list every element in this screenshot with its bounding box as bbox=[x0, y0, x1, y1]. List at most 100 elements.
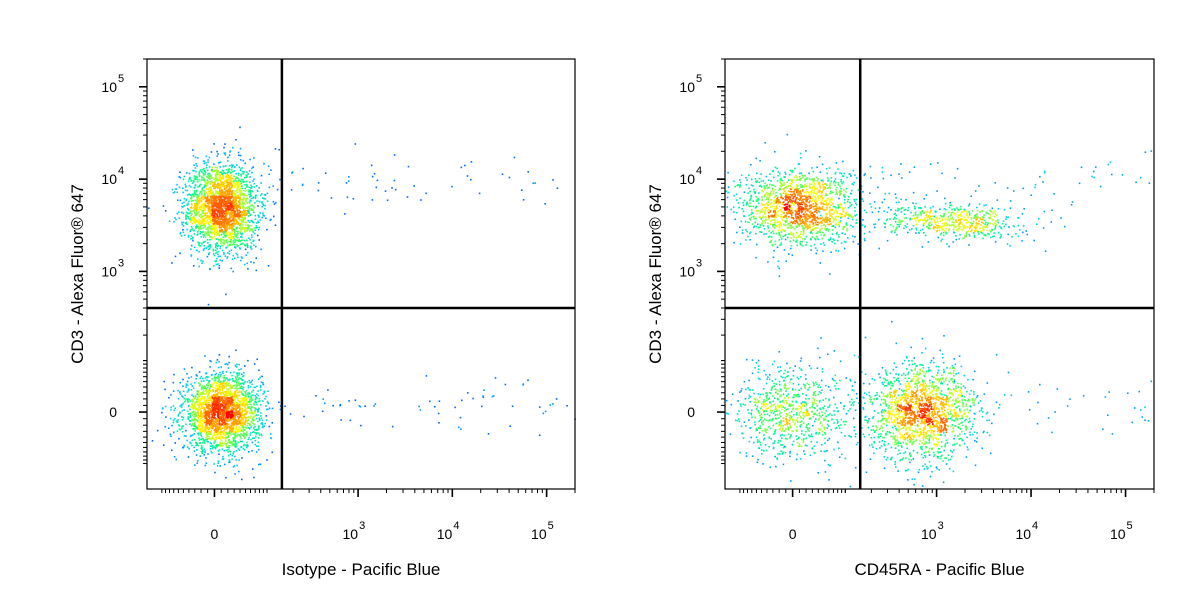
event-dot bbox=[252, 422, 254, 424]
event-dot bbox=[235, 213, 237, 216]
event-dot bbox=[250, 245, 252, 248]
event-dot bbox=[222, 455, 224, 458]
event-dot bbox=[241, 422, 244, 425]
event-dot bbox=[235, 205, 238, 208]
event-dot bbox=[227, 184, 229, 187]
event-dot bbox=[256, 226, 259, 229]
event-dot bbox=[204, 223, 206, 225]
event-dot bbox=[205, 228, 208, 230]
event-dot bbox=[232, 380, 234, 382]
event-dot bbox=[245, 392, 247, 395]
event-dot bbox=[211, 211, 214, 214]
event-dot bbox=[261, 193, 263, 195]
event-dot bbox=[211, 423, 214, 426]
event-dot bbox=[270, 437, 273, 440]
event-dot bbox=[242, 426, 245, 428]
event-dot bbox=[221, 442, 223, 445]
event-dot bbox=[199, 403, 201, 406]
event-dot bbox=[226, 431, 228, 434]
event-dot bbox=[239, 423, 242, 425]
event-dot bbox=[227, 218, 230, 221]
event-dot bbox=[220, 404, 223, 407]
event-dot bbox=[217, 386, 219, 389]
event-dot bbox=[241, 402, 244, 404]
event-dot bbox=[201, 419, 204, 422]
event-dot bbox=[284, 405, 286, 408]
event-dot bbox=[238, 394, 241, 397]
event-dot bbox=[260, 412, 262, 414]
event-dot bbox=[213, 417, 216, 419]
event-dot bbox=[190, 219, 192, 221]
event-dot bbox=[205, 155, 208, 158]
event-dot bbox=[216, 359, 219, 361]
event-dot bbox=[239, 183, 241, 185]
event-dot bbox=[232, 400, 235, 403]
event-dot bbox=[239, 386, 242, 388]
event-dot bbox=[201, 211, 204, 213]
event-dot bbox=[371, 199, 374, 201]
event-dot bbox=[245, 209, 247, 212]
event-dot bbox=[259, 463, 262, 465]
event-dot bbox=[190, 203, 193, 205]
event-dot bbox=[209, 209, 212, 211]
event-dot bbox=[222, 458, 225, 460]
event-dot bbox=[187, 217, 190, 220]
event-dot bbox=[228, 432, 230, 435]
event-dot bbox=[238, 227, 241, 229]
event-dot bbox=[229, 195, 232, 198]
event-dot bbox=[211, 227, 214, 230]
event-dot bbox=[199, 404, 201, 407]
event-dot bbox=[233, 210, 236, 212]
event-dot bbox=[209, 433, 212, 436]
event-dot bbox=[228, 407, 230, 409]
event-dot bbox=[238, 193, 241, 195]
event-dot bbox=[209, 236, 211, 238]
event-dot bbox=[147, 207, 150, 209]
event-dot bbox=[242, 189, 245, 192]
event-dot bbox=[229, 387, 232, 389]
event-dot bbox=[216, 423, 219, 426]
event-dot bbox=[225, 363, 227, 365]
event-dot bbox=[206, 433, 209, 436]
event-dot bbox=[252, 209, 255, 212]
event-dot bbox=[162, 205, 165, 207]
event-dot bbox=[208, 175, 210, 177]
event-dot bbox=[204, 396, 206, 398]
event-dot bbox=[237, 151, 240, 154]
event-dot bbox=[205, 401, 208, 403]
event-dot bbox=[165, 416, 167, 418]
event-dot bbox=[229, 179, 232, 182]
event-dot bbox=[222, 226, 225, 228]
event-dot bbox=[193, 230, 195, 232]
event-dot bbox=[230, 213, 233, 216]
event-dot bbox=[247, 395, 250, 397]
event-dot bbox=[207, 390, 209, 393]
event-dot bbox=[206, 419, 209, 422]
event-dot bbox=[261, 423, 263, 425]
event-dot bbox=[188, 377, 190, 379]
event-dot bbox=[209, 419, 212, 422]
event-dot bbox=[246, 262, 248, 265]
event-dot bbox=[208, 234, 210, 237]
event-dot bbox=[218, 222, 220, 225]
event-dot bbox=[200, 213, 202, 216]
event-dot bbox=[227, 181, 229, 184]
event-dot bbox=[198, 208, 201, 210]
event-dot bbox=[224, 172, 227, 174]
event-dot bbox=[190, 210, 192, 213]
event-dot bbox=[254, 429, 256, 431]
event-dot bbox=[196, 398, 198, 401]
event-dot bbox=[214, 185, 216, 188]
event-dot bbox=[250, 228, 253, 230]
event-dot bbox=[220, 194, 223, 197]
event-dot bbox=[255, 245, 257, 248]
event-dot bbox=[235, 198, 237, 200]
event-dot bbox=[181, 416, 183, 418]
event-dot bbox=[222, 210, 225, 213]
event-dot bbox=[176, 212, 178, 215]
event-dot bbox=[254, 409, 256, 412]
event-dot bbox=[216, 428, 218, 430]
event-dot bbox=[240, 228, 242, 231]
event-dot bbox=[249, 230, 251, 232]
event-dot bbox=[187, 207, 189, 210]
